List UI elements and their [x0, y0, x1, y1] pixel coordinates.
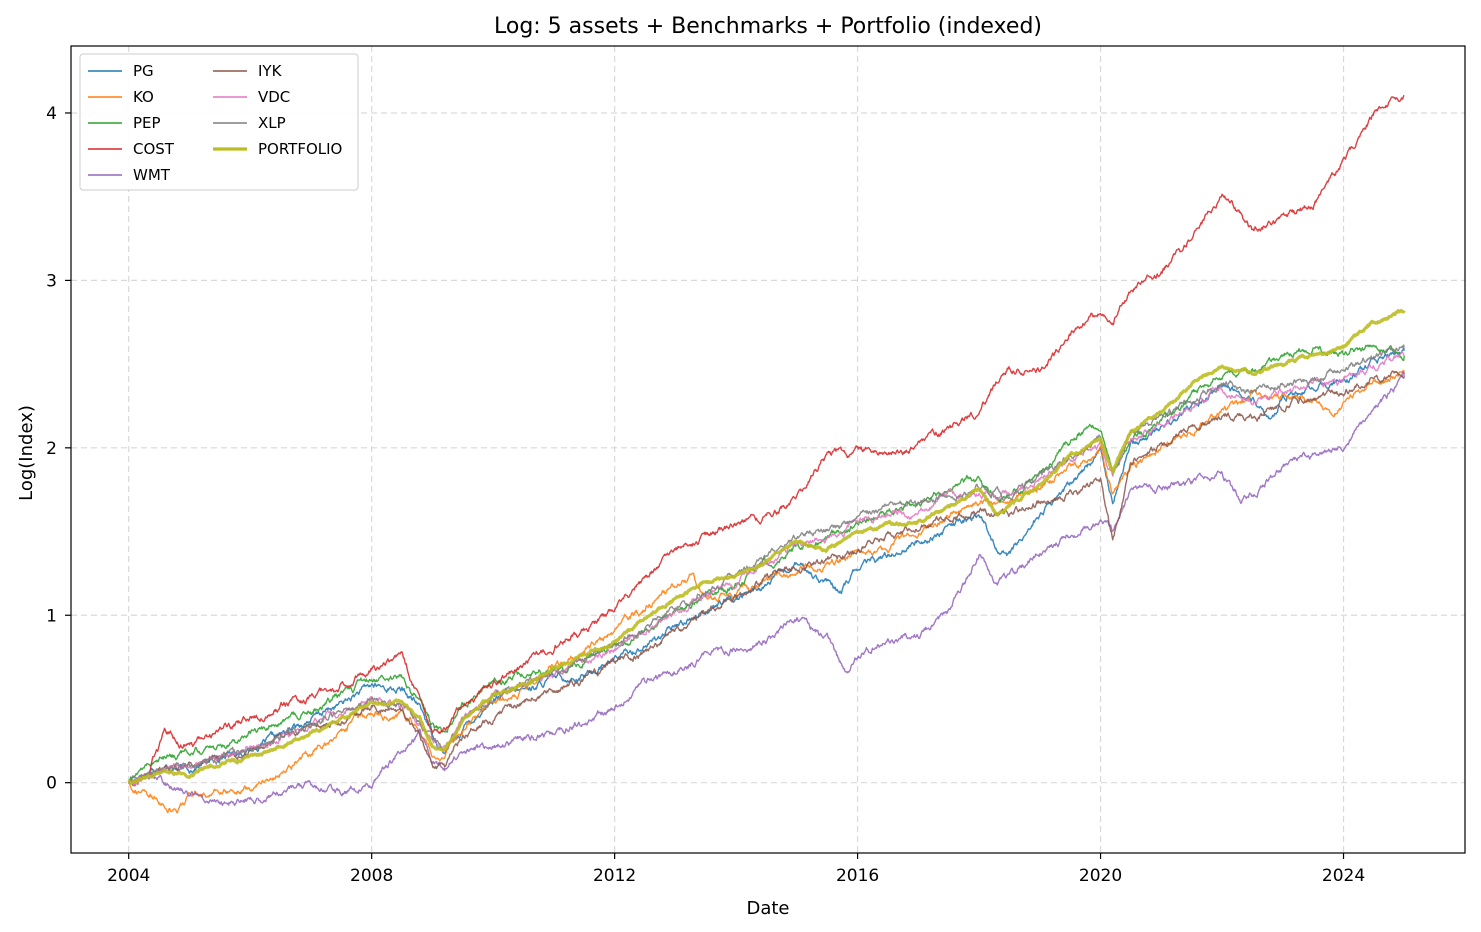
- x-tick-label: 2020: [1079, 866, 1122, 886]
- y-tick-label: 0: [46, 774, 57, 794]
- series-line-cost: [128, 95, 1405, 786]
- y-tick-label: 2: [46, 439, 57, 459]
- legend-label: PORTFOLIO: [258, 140, 342, 158]
- legend-box: [79, 53, 359, 191]
- legend: PG KO PEP COST WMT IYK VDC XLP PORTFOLIO: [79, 53, 359, 191]
- legend-label: KO: [133, 88, 154, 106]
- series-lines: [127, 95, 1406, 814]
- x-tick-label: 2012: [593, 866, 636, 886]
- legend-label: IYK: [258, 62, 283, 80]
- y-axis: 0 1 2 3 4: [46, 104, 71, 794]
- series-line-pg: [128, 347, 1405, 785]
- x-tick-label: 2004: [107, 866, 150, 886]
- series-line-ko: [128, 369, 1405, 814]
- chart-title: Log: 5 assets + Benchmarks + Portfolio (…: [494, 14, 1042, 39]
- series-line-vdc: [128, 351, 1405, 786]
- x-axis-title: Date: [746, 898, 789, 919]
- plot-frame: [70, 45, 1466, 854]
- y-tick-label: 1: [46, 606, 57, 626]
- legend-label: XLP: [258, 114, 286, 132]
- legend-label: WMT: [133, 166, 171, 184]
- y-tick-label: 4: [46, 104, 57, 124]
- x-tick-label: 2008: [350, 866, 393, 886]
- legend-label: VDC: [258, 88, 290, 106]
- y-tick-label: 3: [46, 271, 57, 291]
- legend-label: PEP: [133, 114, 161, 132]
- legend-label: COST: [133, 140, 175, 158]
- series-line-portfolio: [127, 309, 1406, 785]
- series-line-wmt: [128, 371, 1405, 807]
- x-tick-label: 2024: [1322, 866, 1365, 886]
- legend-label: PG: [133, 62, 154, 80]
- series-line-iyk: [128, 370, 1405, 787]
- series-line-xlp: [128, 344, 1405, 783]
- y-axis-title: Log(Index): [16, 405, 37, 501]
- x-axis: 2004 2008 2012 2016 2020 2024: [107, 853, 1365, 886]
- x-tick-label: 2016: [836, 866, 879, 886]
